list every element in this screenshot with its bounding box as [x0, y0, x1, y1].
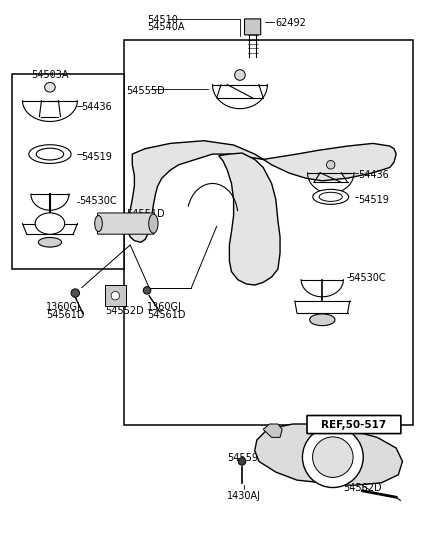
Text: 54519: 54519 [82, 152, 113, 162]
Ellipse shape [149, 214, 158, 233]
Ellipse shape [29, 145, 71, 164]
Polygon shape [128, 141, 396, 242]
Text: 54436: 54436 [82, 102, 112, 112]
Circle shape [312, 437, 353, 477]
Ellipse shape [319, 192, 342, 201]
Text: 54551D: 54551D [126, 209, 164, 219]
Polygon shape [219, 153, 280, 285]
Polygon shape [263, 424, 282, 437]
Ellipse shape [35, 213, 65, 234]
Circle shape [238, 458, 246, 465]
Text: 1360GJ: 1360GJ [147, 302, 182, 312]
Text: 54555D: 54555D [126, 86, 165, 96]
Ellipse shape [95, 216, 102, 231]
Text: 54519: 54519 [358, 195, 389, 205]
Text: 54540A: 54540A [147, 22, 184, 32]
Circle shape [71, 289, 79, 298]
Text: 54552D: 54552D [105, 307, 144, 316]
FancyBboxPatch shape [244, 19, 261, 35]
Text: 54530C: 54530C [79, 196, 117, 206]
Text: 1430AJ: 1430AJ [227, 491, 261, 501]
Text: 54510: 54510 [147, 15, 178, 25]
FancyBboxPatch shape [97, 213, 154, 234]
Circle shape [143, 287, 151, 294]
Ellipse shape [235, 69, 245, 80]
Ellipse shape [38, 237, 62, 247]
Ellipse shape [36, 148, 64, 160]
Text: 54530C: 54530C [348, 273, 386, 284]
Text: 54561D: 54561D [46, 310, 84, 320]
Text: 54562D: 54562D [343, 483, 382, 493]
Bar [105, 285, 126, 307]
Ellipse shape [313, 189, 348, 204]
Ellipse shape [309, 314, 335, 325]
Ellipse shape [326, 160, 335, 169]
Text: 1360GJ: 1360GJ [46, 302, 81, 312]
Circle shape [303, 427, 363, 487]
Text: REF,50-517: REF,50-517 [321, 420, 387, 429]
Text: 62492: 62492 [276, 18, 307, 28]
Bar [124, 40, 413, 425]
Text: 54503A: 54503A [31, 69, 68, 80]
Circle shape [111, 292, 119, 300]
Text: 54436: 54436 [358, 170, 389, 180]
FancyBboxPatch shape [307, 415, 401, 434]
Bar [12, 74, 124, 269]
Polygon shape [255, 424, 402, 485]
Ellipse shape [45, 82, 55, 92]
Text: 54561D: 54561D [147, 310, 186, 320]
Text: 54559: 54559 [227, 454, 258, 463]
